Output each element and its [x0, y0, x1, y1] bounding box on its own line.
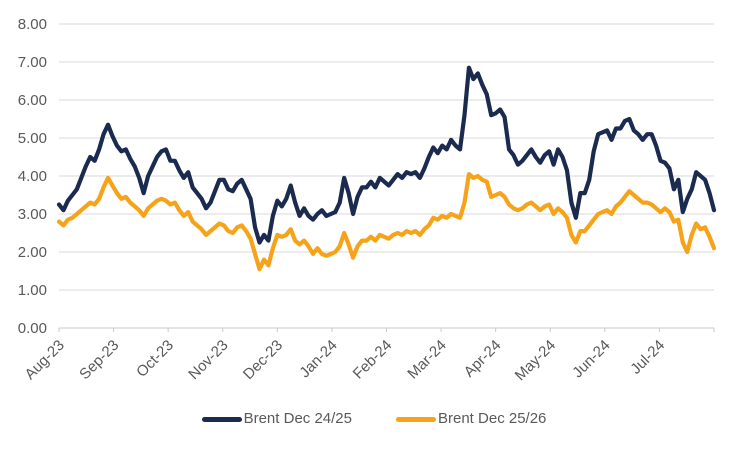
y-axis-tick-label: 4.00	[18, 168, 47, 185]
y-axis-tick-label: 8.00	[18, 16, 47, 33]
x-axis-tick-label: May-24	[512, 337, 559, 384]
y-axis-tick-label: 6.00	[18, 92, 47, 109]
legend-item-brent-dec-24-25[interactable]: Brent Dec 24/25	[201, 410, 352, 428]
x-axis-tick-label: Sep-23	[76, 337, 122, 383]
x-axis-tick-label: Jul-24	[627, 337, 668, 378]
x-axis-tick-label: Nov-23	[185, 337, 231, 383]
series-line-brent-dec-24-25	[56, 65, 717, 245]
x-axis-tick-label: Dec-23	[240, 337, 286, 383]
legend: Brent Dec 24/25 Brent Dec 25/26	[0, 410, 748, 428]
legend-label: Brent Dec 24/25	[243, 410, 352, 427]
y-axis-tick-label: 5.00	[18, 130, 47, 147]
y-axis-tick-label: 0.00	[18, 320, 47, 337]
y-axis-tick-label: 3.00	[18, 206, 47, 223]
x-axis-tick-label: Mar-24	[404, 337, 450, 383]
legend-label: Brent Dec 25/26	[438, 410, 547, 427]
x-axis-tick-label: Jan-24	[296, 337, 340, 381]
series-line-brent-dec-25-26	[56, 172, 717, 272]
y-axis-tick-label: 7.00	[18, 54, 47, 71]
x-axis-tick-label: Aug-23	[22, 337, 68, 383]
x-axis-tick-label: Jun-24	[569, 337, 613, 381]
y-axis-tick-label: 1.00	[18, 282, 47, 299]
x-axis-tick-label: Apr-24	[461, 337, 505, 381]
x-axis-tick-label: Feb-24	[350, 337, 396, 383]
legend-line-swatch-navy	[201, 416, 242, 422]
legend-line-swatch-orange	[396, 416, 436, 422]
x-axis-tick-label: Oct-23	[133, 337, 177, 381]
legend-item-brent-dec-25-26[interactable]: Brent Dec 25/26	[396, 410, 546, 428]
y-axis-tick-label: 2.00	[18, 244, 47, 261]
